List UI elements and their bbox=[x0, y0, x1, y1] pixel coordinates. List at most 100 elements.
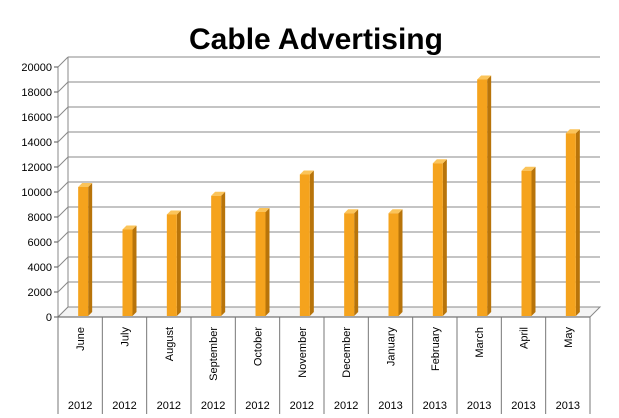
bar-side bbox=[88, 183, 93, 316]
x-year-label: 2013 bbox=[378, 400, 402, 412]
bar-top bbox=[432, 159, 447, 164]
bar-side bbox=[354, 209, 359, 316]
x-year-label: 2012 bbox=[201, 400, 225, 412]
chart-title: Cable Advertising bbox=[189, 23, 443, 56]
x-year-label: 2012 bbox=[112, 400, 136, 412]
x-year-label: 2012 bbox=[157, 400, 181, 412]
bar-front bbox=[211, 195, 222, 316]
y-tick-label: 12000 bbox=[21, 162, 52, 174]
gridline-depth bbox=[57, 181, 69, 193]
gridline-depth bbox=[57, 81, 69, 93]
bar-front bbox=[122, 229, 133, 316]
y-tick-label: 2000 bbox=[28, 287, 52, 299]
bar-top bbox=[521, 166, 536, 171]
x-month-label: June bbox=[75, 327, 87, 351]
bar-february bbox=[432, 159, 447, 316]
bar-top bbox=[344, 209, 359, 214]
bar-side bbox=[309, 170, 314, 316]
bar-front bbox=[255, 212, 266, 316]
y-tick-label: 8000 bbox=[28, 212, 52, 224]
bar-top bbox=[122, 225, 137, 230]
bar-side bbox=[531, 166, 536, 316]
x-year-label: 2012 bbox=[334, 400, 358, 412]
bar-front bbox=[78, 187, 89, 316]
gridline-depth bbox=[57, 281, 69, 293]
bar-front bbox=[521, 170, 532, 316]
bar-front bbox=[432, 163, 443, 316]
bar-side bbox=[398, 209, 403, 316]
bar-side bbox=[132, 225, 137, 316]
gridline-depth bbox=[57, 156, 69, 168]
axis-layer: 0 2000 4000 6000 8000 10000 12000 14000 16000 180… bbox=[21, 62, 58, 324]
bar-side bbox=[575, 129, 580, 316]
bar-may bbox=[565, 129, 580, 316]
x-year-label: 2012 bbox=[68, 400, 92, 412]
gridline-depth bbox=[57, 206, 69, 218]
x-month-label: December bbox=[341, 327, 353, 378]
bar-october bbox=[255, 208, 270, 316]
bar-side bbox=[487, 75, 492, 316]
bar-front bbox=[299, 174, 310, 316]
x-year-label: 2013 bbox=[511, 400, 535, 412]
gridline-depth bbox=[57, 106, 69, 118]
bar-top bbox=[299, 170, 314, 175]
bar-august bbox=[166, 210, 181, 316]
bar-july bbox=[122, 225, 137, 316]
bar-december bbox=[344, 209, 359, 316]
x-month-label: August bbox=[164, 327, 176, 361]
y-tick-label: 4000 bbox=[28, 262, 52, 274]
bar-november bbox=[299, 170, 314, 316]
bar-front bbox=[477, 79, 488, 316]
bar-side bbox=[176, 210, 181, 316]
x-year-label: 2013 bbox=[556, 400, 580, 412]
bar-top bbox=[211, 191, 226, 196]
x-axis-labels: June 2012 July 2012 August 2012 September 2012 O… bbox=[57, 316, 591, 414]
x-year-label: 2012 bbox=[245, 400, 269, 412]
bar-top bbox=[166, 210, 181, 215]
bar-january bbox=[388, 209, 403, 316]
x-month-label: May bbox=[563, 327, 575, 348]
bar-june bbox=[78, 183, 93, 316]
x-month-label: November bbox=[297, 327, 309, 378]
grid-layer bbox=[56, 56, 602, 318]
y-tick-label: 20000 bbox=[21, 62, 52, 74]
x-month-label: February bbox=[430, 327, 442, 372]
x-month-label: March bbox=[474, 327, 486, 358]
bar-top bbox=[78, 183, 93, 187]
x-month-label: October bbox=[253, 327, 265, 366]
x-month-label: September bbox=[208, 327, 220, 381]
bar-top bbox=[255, 208, 270, 212]
bar-september bbox=[211, 191, 226, 316]
y-tick-label: 6000 bbox=[28, 237, 52, 249]
bar-front bbox=[388, 213, 399, 316]
gridline-depth bbox=[57, 256, 69, 268]
x-month-label: January bbox=[386, 327, 398, 367]
y-tick-label: 10000 bbox=[21, 187, 52, 199]
y-tick-label: 0 bbox=[46, 312, 52, 324]
bar-top bbox=[477, 75, 492, 80]
bar-front bbox=[565, 133, 576, 316]
x-year-label: 2013 bbox=[423, 400, 447, 412]
y-tick-label: 16000 bbox=[21, 112, 52, 124]
bar-side bbox=[442, 159, 447, 316]
gridline-depth bbox=[57, 56, 69, 68]
x-year-label: 2013 bbox=[467, 400, 491, 412]
bar-march bbox=[477, 75, 492, 316]
x-year-label: 2012 bbox=[290, 400, 314, 412]
bar-side bbox=[221, 191, 226, 316]
x-month-label: July bbox=[120, 327, 132, 347]
x-month-label: April bbox=[519, 327, 531, 349]
bar-front bbox=[344, 213, 355, 316]
bar-side bbox=[265, 208, 270, 316]
bar-top bbox=[565, 129, 580, 134]
bar-top bbox=[388, 209, 403, 214]
y-tick-label: 14000 bbox=[21, 137, 52, 149]
gridline-depth bbox=[57, 231, 69, 243]
bar-april bbox=[521, 166, 536, 316]
y-tick-label: 18000 bbox=[21, 87, 52, 99]
gridline-depth bbox=[57, 131, 69, 143]
bar-front bbox=[166, 214, 177, 316]
chart-floor bbox=[56, 306, 602, 318]
bar-layer bbox=[78, 75, 580, 316]
